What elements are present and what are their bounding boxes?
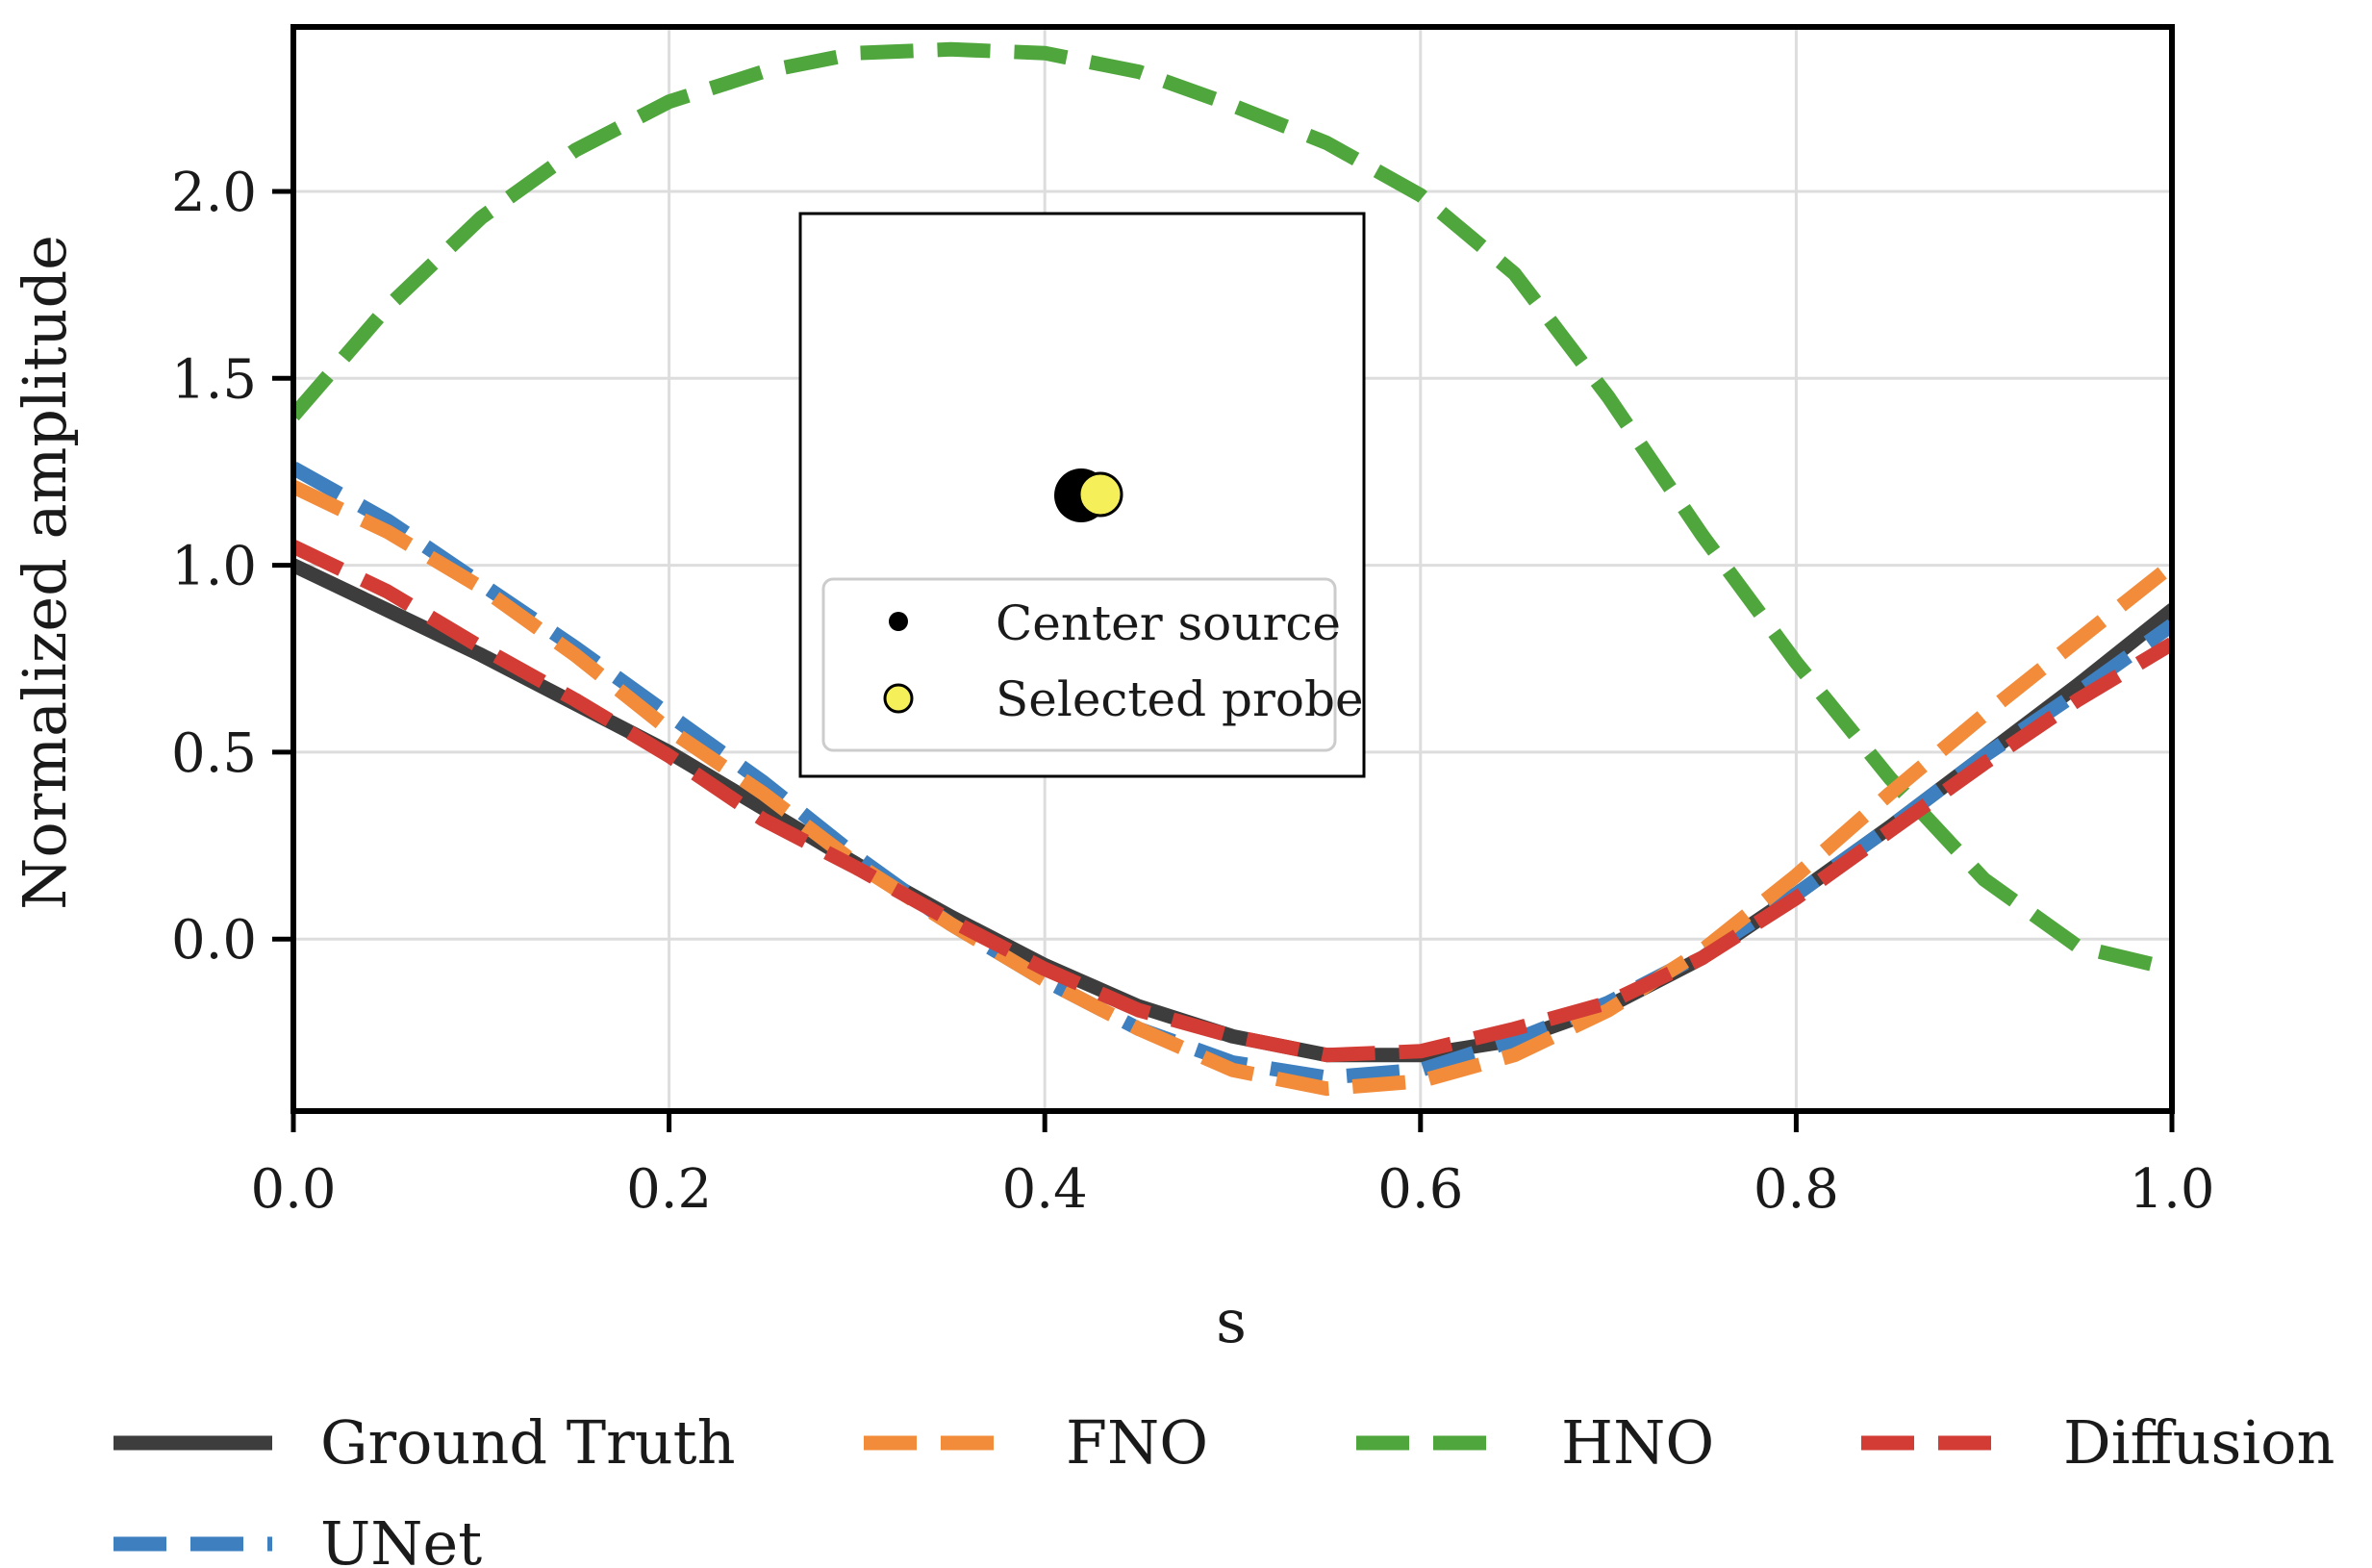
inset-legend-selected-probe-label: Selected probe xyxy=(996,671,1364,727)
x-tick-label: 0.0 xyxy=(250,1158,336,1221)
inset-legend-box xyxy=(821,577,1337,752)
y-tick-label: 2.0 xyxy=(171,162,257,224)
x-axis-label: s xyxy=(1216,1286,1247,1356)
tick-labels: 0.0 0.2 0.4 0.6 0.8 1.0 0.0 0.5 1.0 1.5 2.0 xyxy=(171,162,2215,1221)
x-tick-label: 0.8 xyxy=(1754,1158,1839,1221)
y-tick-label: 0.5 xyxy=(171,722,257,785)
selected-probe-marker xyxy=(1077,471,1123,518)
series-line-hno xyxy=(293,41,2172,976)
legend-label-fno: FNO xyxy=(1066,1407,1208,1478)
inset-legend-center-source-swatch xyxy=(889,612,908,631)
legend: Ground Truth FNO HNO Diffusion UNet xyxy=(114,1407,2334,1568)
legend-label-diffusion: Diffusion xyxy=(2063,1407,2334,1478)
y-tick-label: 1.0 xyxy=(171,536,257,598)
series-line-diffusion xyxy=(293,540,2172,1063)
x-tick-label: 0.4 xyxy=(1002,1158,1088,1221)
x-tick-label: 0.2 xyxy=(626,1158,712,1221)
x-tick-label: 0.6 xyxy=(1377,1158,1463,1221)
inset-panel: Center source Selected probe xyxy=(798,212,1366,778)
y-tick-label: 0.0 xyxy=(171,909,257,972)
series-line-fno xyxy=(293,480,2172,1097)
legend-label-unet: UNet xyxy=(320,1508,482,1568)
axis-ticks xyxy=(272,189,2175,1132)
inset-legend-selected-probe-swatch xyxy=(883,683,914,714)
y-tick-label: 1.5 xyxy=(171,348,257,411)
series-layer xyxy=(293,41,2172,1097)
legend-label-ground-truth: Ground Truth xyxy=(320,1407,736,1478)
legend-label-hno: HNO xyxy=(1561,1407,1714,1478)
x-tick-label: 1.0 xyxy=(2129,1158,2214,1221)
y-axis-label: Normalized amplitude xyxy=(10,235,80,910)
inset-legend-center-source-label: Center source xyxy=(996,595,1341,651)
plot-frame xyxy=(290,24,2175,1114)
